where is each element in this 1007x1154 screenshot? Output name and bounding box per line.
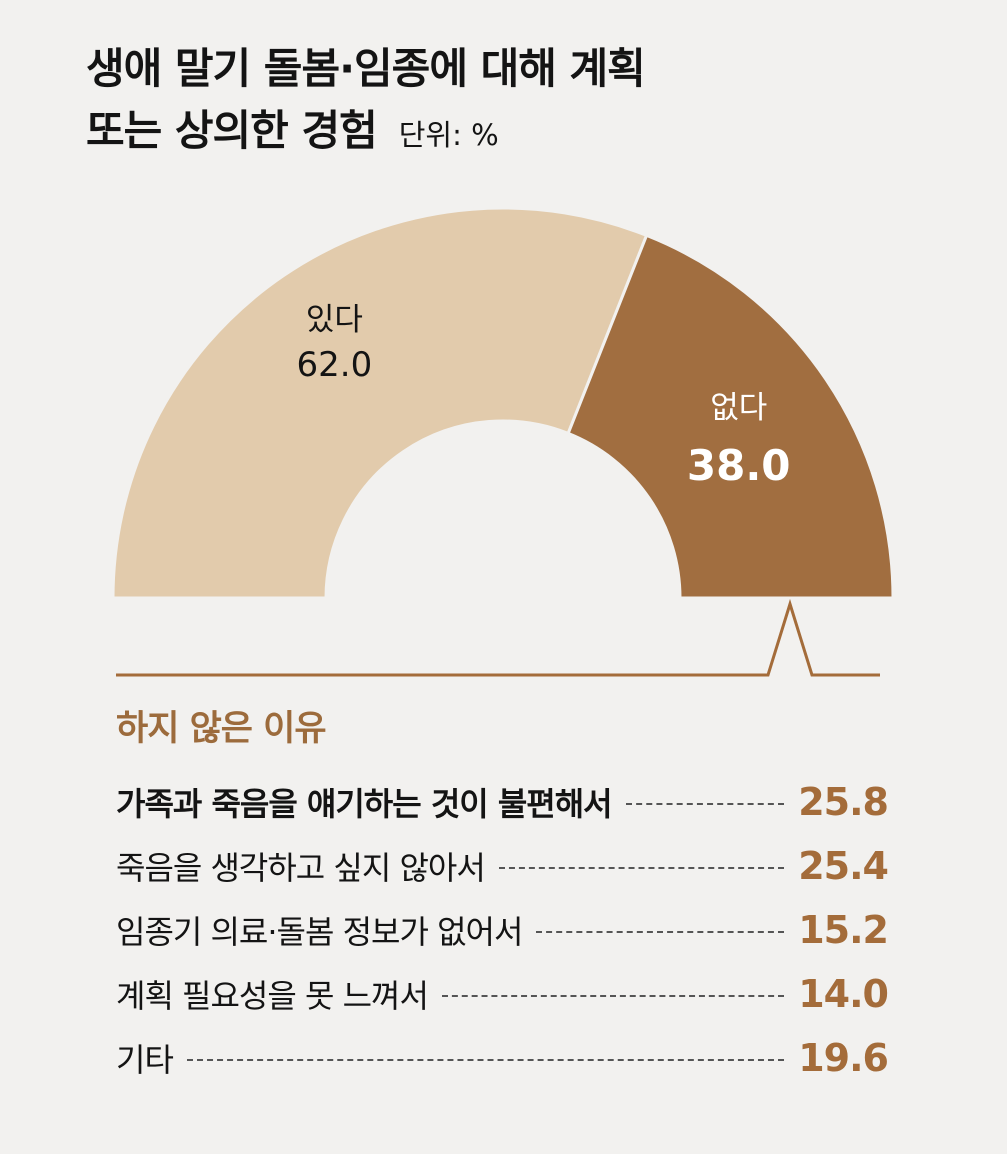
reason-value: 25.8 [798,780,889,824]
leader-line [536,931,785,933]
reason-row: 죽음을 생각하고 싶지 않아서 25.4 [116,834,889,898]
reasons-list: 가족과 죽음을 얘기하는 것이 불편해서 25.8 죽음을 생각하고 싶지 않아서 2… [116,770,889,1090]
title-line-2-text: 또는 상의한 경험 [86,106,378,155]
reason-row: 계획 필요성을 못 느껴서 14.0 [116,962,889,1026]
reason-value: 25.4 [798,844,889,888]
title-line-2: 또는 상의한 경험 단위: % [86,100,645,166]
reason-row: 기타 19.6 [116,1026,889,1090]
slice-value-1: 62.0 [297,345,373,385]
slice-label-1: 있다 [306,302,363,338]
reason-row: 가족과 죽음을 얘기하는 것이 불편해서 25.8 [116,770,889,834]
reason-label: 죽음을 생각하고 싶지 않아서 [116,849,486,887]
slice-2 [566,233,895,600]
slice-1 [111,206,649,600]
slice-value-2: 38.0 [687,441,791,490]
reason-row: 임종기 의료·돌봄 정보가 없어서 15.2 [116,898,889,962]
callout-line [116,598,880,677]
reason-value: 14.0 [798,972,889,1016]
leader-line [498,867,785,869]
slice-label-2: 없다 [710,390,767,426]
title-line-1: 생애 말기 돌봄·임종에 대해 계획 [86,44,646,93]
leader-line [625,803,785,805]
reason-label: 기타 [116,1041,174,1079]
reasons-title: 하지 않은 이유 [116,709,327,749]
chart-title: 생애 말기 돌봄·임종에 대해 계획 또는 상의한 경험 단위: % [86,38,646,166]
reason-value: 15.2 [798,908,889,952]
half-donut-chart: 있다 62.0 없다 38.0 [111,206,895,677]
reason-label: 가족과 죽음을 얘기하는 것이 불편해서 [116,785,613,823]
reason-label: 임종기 의료·돌봄 정보가 없어서 [116,913,523,951]
leader-line [186,1059,785,1061]
leader-line [441,995,785,997]
unit-label: 단위: % [398,118,499,152]
reason-value: 19.6 [798,1036,889,1080]
reason-label: 계획 필요성을 못 느껴서 [116,977,429,1015]
